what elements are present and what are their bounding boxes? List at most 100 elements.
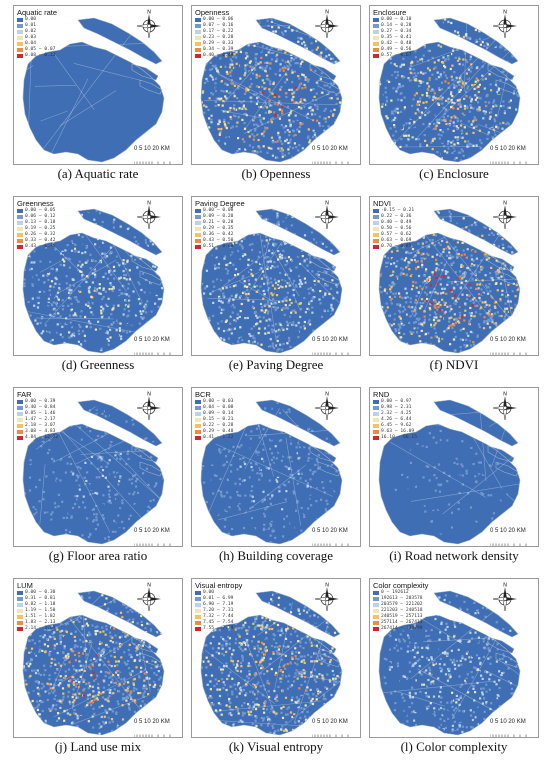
north-arrow-icon: N	[314, 392, 339, 421]
legend-entry: 1.19 — 1.50	[17, 608, 55, 614]
legend-entry: 0.00 — 0.30	[17, 590, 55, 596]
legend-entry: 0.33 — 0.42	[17, 238, 55, 244]
legend-label: 0.00 — 0.39	[25, 399, 56, 404]
legend-entry: 1.51 — 1.82	[17, 614, 55, 620]
legend-swatch	[17, 406, 23, 410]
legend-entry: 1.47 — 2.17	[17, 417, 58, 423]
legend-entry: 0.41 — 1.22	[195, 435, 233, 441]
legend-swatch	[195, 48, 201, 52]
legend-swatch	[195, 18, 201, 22]
scale-ruler-icon	[133, 543, 171, 546]
north-label: N	[503, 10, 507, 16]
legend-label: 0.70 — 0.85	[381, 244, 412, 249]
legend-swatch	[17, 603, 23, 607]
legend-title: NDVI	[373, 199, 391, 208]
map-legend: Greenness 0.00 — 0.05 0.06 — 0.12 0.13 — 0.…	[17, 199, 55, 250]
scale-ruler-icon	[311, 543, 349, 546]
legend-label: 9.63 — 16.09	[381, 429, 415, 434]
legend-label: 0.09 — 0.14	[203, 411, 234, 416]
legend-swatch	[17, 233, 23, 237]
region-map	[378, 17, 521, 163]
map-legend: Enclosure 0.00 — 0.10 0.14 — 0.28 0.27 — 0.…	[373, 8, 411, 59]
legend-entry: 0.08 — 0.13	[17, 53, 57, 59]
legend-swatch	[195, 36, 201, 40]
legend-swatch	[373, 245, 379, 249]
map-panel: Visual entropy 0.00 0.01 — 6.99 6.90 — 7.19…	[191, 578, 361, 760]
legend-label: 4.26 — 6.44	[381, 417, 412, 422]
legend-label: 0.40 — 0.49	[203, 53, 234, 58]
legend-entry: 0.57 — 0.62	[373, 232, 414, 238]
map-panel: Aquatic rate 0.00 0.01 0.02 0.03 0.04 0.05 — 0…	[13, 5, 183, 187]
legend-entry: 0.43 — 0.75	[17, 244, 55, 250]
map-frame: Aquatic rate 0.00 0.01 0.02 0.03 0.04 0.05 — 0…	[13, 5, 183, 165]
legend-label: 1.19 — 1.50	[25, 608, 56, 613]
legend-swatch	[195, 245, 201, 249]
legend-entry: 0.50 — 0.56	[373, 226, 414, 232]
panel-caption: (l) Color complexity	[400, 739, 508, 754]
legend-label: 0.41 — 1.22	[203, 435, 234, 440]
legend-label: 0.00 — 0.08	[203, 208, 234, 213]
scale-ruler-icon	[311, 734, 349, 737]
scale-bar: 0 5 10 20 KM	[489, 528, 538, 546]
legend-label: 0.13 — 0.18	[25, 220, 56, 225]
map-frame: Paving Degree 0.00 — 0.08 0.09 — 0.20 0.21 …	[191, 196, 361, 356]
scale-bar: 0 5 10 20 KM	[311, 719, 360, 737]
legend-label: 0.57 — 0.67	[381, 53, 412, 58]
map-legend: Openness 0.00 — 0.06 0.07 — 0.16 0.17 — 0.2…	[195, 8, 233, 59]
legend-label: 0.34 — 0.39	[203, 47, 234, 52]
legend-swatch	[195, 603, 201, 607]
region-map	[378, 590, 521, 736]
legend-swatch	[373, 233, 379, 237]
legend-swatch	[17, 436, 23, 440]
legend-swatch	[373, 424, 379, 428]
legend-title: LUM	[17, 581, 33, 590]
legend-swatch	[17, 597, 23, 601]
region-map	[22, 590, 165, 736]
legend-label: 0.98 — 2.31	[381, 405, 412, 410]
map-panel: Openness 0.00 — 0.06 0.07 — 0.16 0.17 — 0.2…	[191, 5, 361, 187]
map-panel: FAR 0.00 — 0.39 0.40 — 0.84 0.85 — 1.46 1.47…	[13, 387, 183, 569]
legend-swatch	[373, 42, 379, 46]
map-panel: NDVI -0.15 — 0.21 0.22 — 0.36 0.40 — 0.49 0.…	[369, 196, 539, 378]
scale-bar: 0 5 10 20 KM	[133, 719, 182, 737]
legend-swatch	[17, 48, 23, 52]
scale-bar: 0 5 10 20 KM	[489, 719, 538, 737]
north-label: N	[503, 392, 507, 398]
legend-entry: 0.04	[17, 41, 57, 47]
legend-entry: 7.55 — 7.79	[195, 626, 242, 632]
map-frame: BCR 0.00 — 0.03 0.04 — 0.08 0.09 — 0.14 0.15…	[191, 387, 361, 547]
panel-caption: (h) Building coverage	[218, 548, 334, 563]
legend-label: 7.20 — 7.31	[203, 608, 234, 613]
north-arrow-icon: N	[492, 10, 517, 39]
legend-swatch	[17, 615, 23, 619]
legend-label: 0.26 — 0.32	[25, 232, 56, 237]
legend-entry: 0.15 — 0.21	[195, 417, 233, 423]
legend-label: 0.00	[25, 17, 37, 22]
legend-swatch	[17, 36, 23, 40]
legend-title: FAR	[17, 390, 32, 399]
legend-entry: 7.32 — 7.44	[195, 614, 242, 620]
legend-entry: 0.29 — 0.40	[195, 429, 233, 435]
scale-bar: 0 5 10 20 KM	[311, 337, 360, 355]
scale-bar: 0 5 10 20 KM	[133, 146, 182, 164]
legend-label: 0.14 — 0.28	[381, 23, 412, 28]
legend-label: 6.90 — 7.19	[203, 602, 234, 607]
map-panel: BCR 0.00 — 0.03 0.04 — 0.08 0.09 — 0.14 0.15…	[191, 387, 361, 569]
legend-swatch	[17, 18, 23, 22]
legend-entry: 0.06 — 0.12	[17, 214, 55, 220]
legend-label: 0.63 — 0.69	[381, 238, 412, 243]
region-map	[200, 590, 343, 736]
legend-swatch	[195, 591, 201, 595]
legend-swatch	[373, 221, 379, 225]
legend-swatch	[373, 406, 379, 410]
panel-caption: (a) Aquatic rate	[57, 166, 139, 181]
panel-caption: (g) Floor area ratio	[48, 548, 148, 563]
legend-swatch	[17, 24, 23, 28]
legend-label: 0.33 — 0.42	[25, 238, 56, 243]
legend-entry: 0.13 — 0.18	[17, 220, 55, 226]
legend-swatch	[373, 54, 379, 58]
legend-label: 240519 — 257113	[381, 614, 423, 619]
legend-swatch	[195, 412, 201, 416]
scale-label: 0 5 10 20 KM	[134, 719, 170, 725]
north-label: N	[147, 10, 151, 16]
